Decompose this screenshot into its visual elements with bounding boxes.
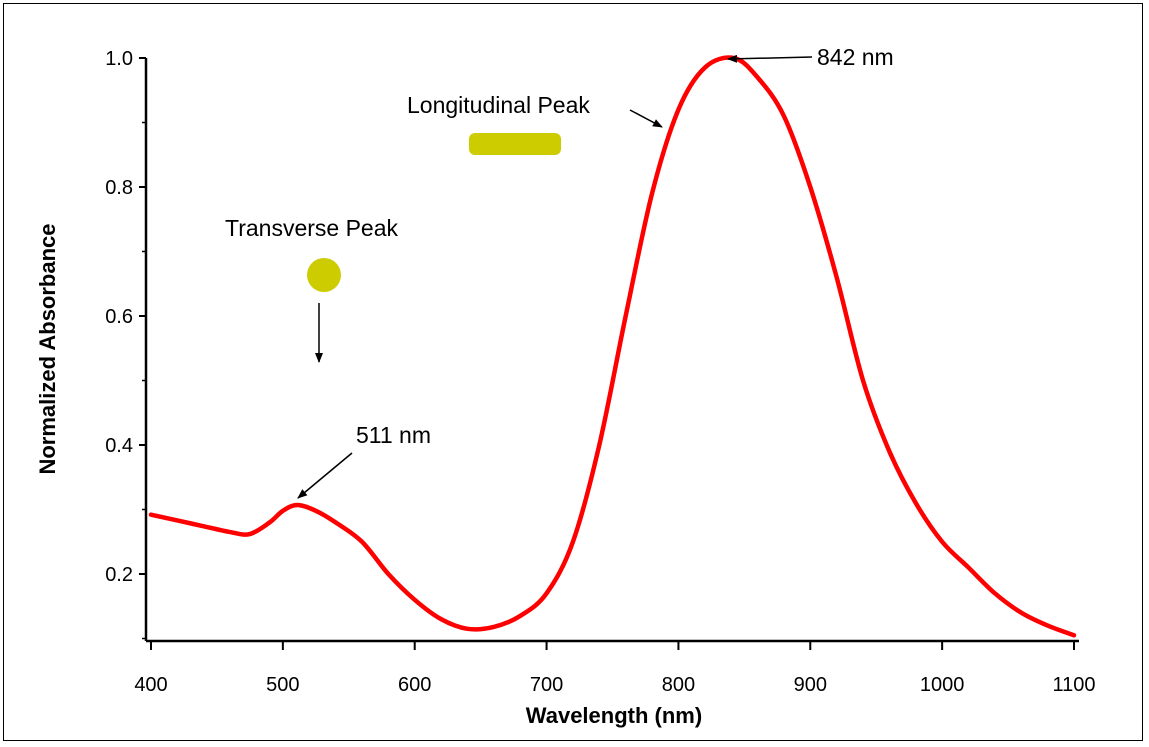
annotation-511-nm: 511 nm [356, 422, 431, 448]
y-tick-label: 0.8 [105, 177, 133, 199]
y-tick-label: 0.4 [105, 435, 133, 457]
nanosphere-icon [307, 258, 341, 292]
x-axis-title: Wavelength (nm) [526, 703, 702, 728]
x-tick-label: 900 [794, 674, 827, 696]
y-tick-label: 1.0 [105, 48, 133, 70]
y-tick-label: 0.6 [105, 306, 133, 328]
y-axis-title: Normalized Absorbance [35, 223, 60, 474]
chart-frame [3, 3, 1143, 741]
annotation-longitudinal-peak-arrow [629, 109, 663, 128]
x-tick-label: 1100 [1052, 674, 1095, 696]
x-tick-label: 800 [662, 674, 695, 696]
nanorod-icon [469, 133, 561, 155]
x-tick-label: 500 [266, 674, 299, 696]
x-tick-label: 600 [398, 674, 431, 696]
x-tick-label: 1000 [920, 674, 965, 696]
annotation-transverse-peak: Transverse Peak [225, 215, 398, 241]
annotation-842-nm-arrow [727, 54, 813, 63]
x-tick-label: 700 [530, 674, 563, 696]
y-tick-label: 0.2 [105, 564, 133, 586]
x-tick-label: 400 [134, 674, 167, 696]
x-ticks: 400 500 600 700 800 900 1000 1100 [134, 641, 1096, 696]
absorbance-spectrum-line [148, 55, 1077, 638]
annotation-842-nm: 842 nm [817, 44, 894, 70]
annotation-511-nm-arrow [297, 452, 353, 499]
y-ticks: 0.2 0.4 0.6 0.8 1.0 [105, 48, 146, 640]
annotation-longitudinal-peak: Longitudinal Peak [407, 92, 590, 118]
